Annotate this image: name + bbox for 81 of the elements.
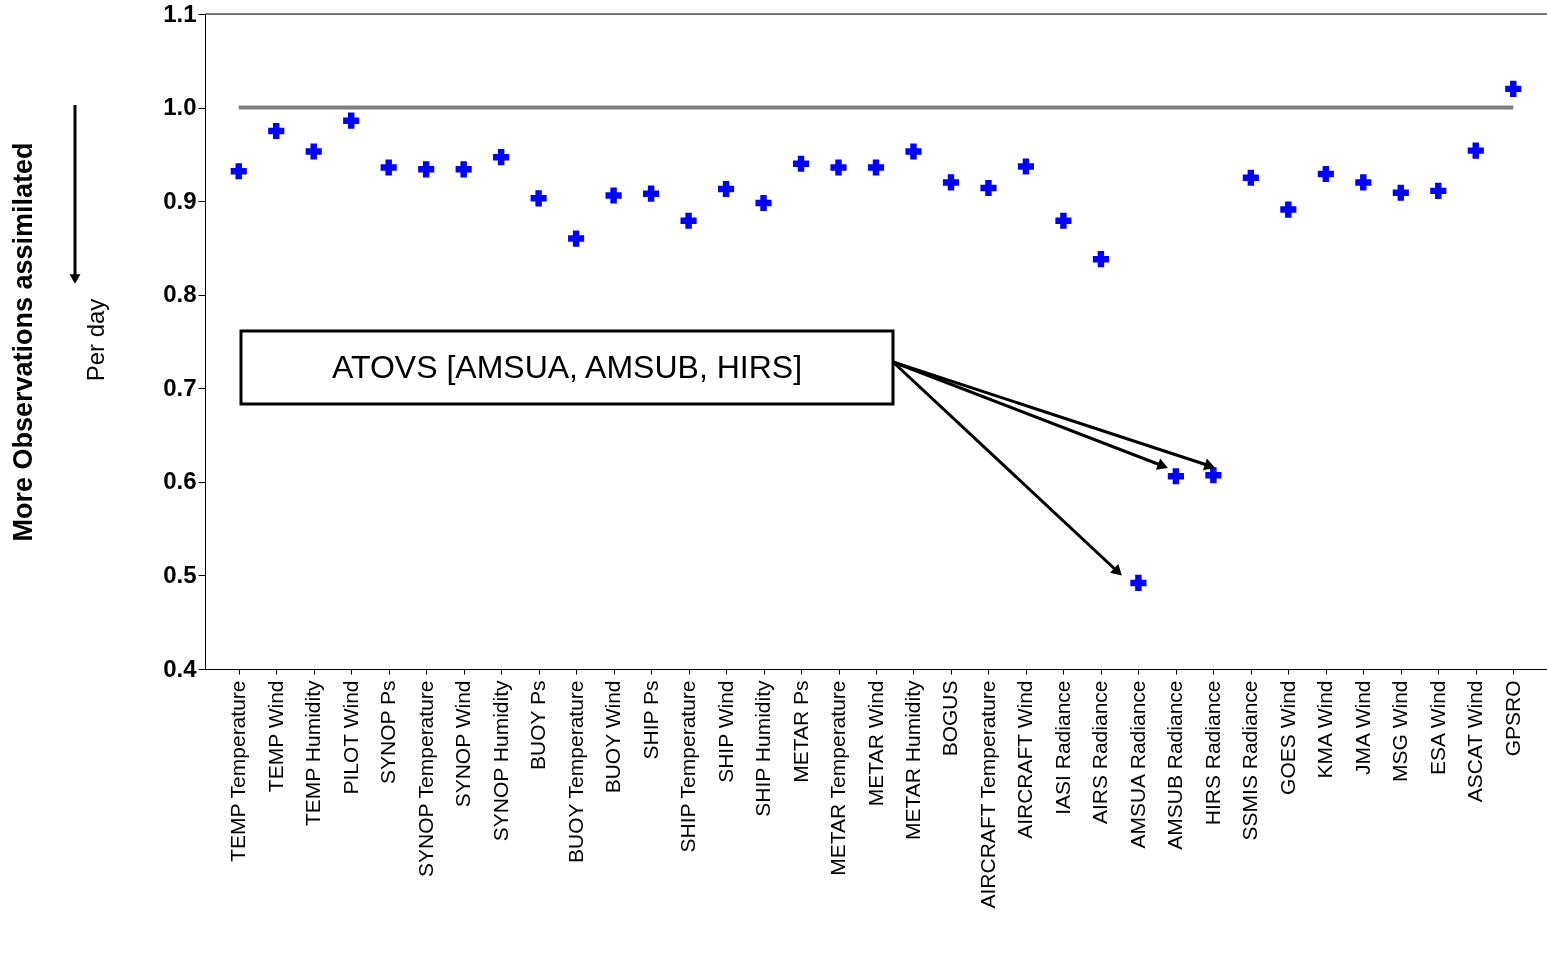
point xyxy=(1242,169,1259,186)
point xyxy=(305,143,322,160)
x-tick-label: METAR Wind xyxy=(863,680,887,807)
y-tick-label: 0.8 xyxy=(163,280,197,308)
point xyxy=(530,190,547,207)
x-tick-label: KMA Wind xyxy=(1313,680,1337,779)
x-tick-label: AMSUA Radiance xyxy=(1125,680,1149,849)
point xyxy=(568,230,585,247)
point xyxy=(643,185,660,202)
x-tick-label: SYNOP Temperature xyxy=(413,680,437,877)
point xyxy=(1092,251,1109,268)
x-tick-label: AIRCRAFT Temperature xyxy=(975,680,999,909)
point xyxy=(755,194,772,212)
x-tick-label: BUOY Ps xyxy=(526,680,550,770)
annotation: ATOVS [AMSUA, AMSUB, HIRS] xyxy=(331,349,803,385)
x-tick-label: TEMP Humidity xyxy=(301,680,325,826)
x-tick-label: SSMIS Radiance xyxy=(1238,680,1262,841)
x-tick-label: HIRS Radiance xyxy=(1200,680,1224,826)
y-tick-label: 0.5 xyxy=(163,560,197,588)
point xyxy=(867,159,885,176)
x-tick-label: METAR Humidity xyxy=(900,680,924,840)
point xyxy=(792,155,810,172)
point xyxy=(830,159,847,176)
y-axis-title: More Observations assimilated xyxy=(8,142,39,542)
point xyxy=(1017,158,1035,175)
point xyxy=(455,161,472,178)
point xyxy=(717,180,735,198)
point xyxy=(1130,574,1147,591)
x-tick-label: PILOT Wind xyxy=(338,680,362,795)
y-tick-label: 1.1 xyxy=(163,0,197,27)
text: Per day xyxy=(82,298,109,382)
point xyxy=(1167,468,1184,485)
x-tick-label: TEMP Temperature xyxy=(226,680,250,862)
point xyxy=(1355,174,1372,191)
x-tick-label: JMA Wind xyxy=(1350,680,1374,776)
point xyxy=(1055,212,1072,229)
x-tick-label: BUOY Wind xyxy=(601,680,625,794)
point xyxy=(268,122,285,140)
point xyxy=(1317,165,1334,183)
x-tick-label: MSG Wind xyxy=(1388,680,1412,783)
x-tick-label: ESA Wind xyxy=(1425,680,1449,776)
x-tick-label: GPSRO xyxy=(1500,680,1524,757)
point xyxy=(343,112,360,129)
point xyxy=(230,163,247,180)
point xyxy=(942,174,960,191)
x-tick-label: SYNOP Wind xyxy=(451,680,475,808)
point xyxy=(1467,142,1484,159)
point xyxy=(680,212,697,229)
point xyxy=(380,159,397,176)
y-tick-label: 0.9 xyxy=(163,186,197,214)
y-tick-label: 1.0 xyxy=(163,93,197,121)
x-tick-label: IASI Radiance xyxy=(1050,680,1074,815)
point xyxy=(605,187,622,204)
x-tick-label: AIRCRAFT Wind xyxy=(1013,680,1037,839)
x-tick-label: ASCAT Wind xyxy=(1463,680,1487,803)
point xyxy=(1430,182,1447,199)
y-tick-label: 0.7 xyxy=(163,373,197,401)
point xyxy=(905,143,922,160)
point xyxy=(493,149,510,166)
x-tick-label: SHIP Humidity xyxy=(751,680,775,817)
point xyxy=(1392,184,1409,201)
x-tick-label: SHIP Wind xyxy=(713,680,737,783)
x-tick-label: BOGUS xyxy=(938,680,962,757)
x-tick-label: SHIP Ps xyxy=(638,680,662,760)
x-tick-label: BUOY Temperature xyxy=(563,680,587,863)
point xyxy=(980,179,997,197)
x-tick-label: METAR Temperature xyxy=(826,680,850,876)
x-tick-label: SYNOP Humidity xyxy=(488,680,512,842)
x-tick-label: AIRS Radiance xyxy=(1088,680,1112,825)
x-tick-label: TEMP Wind xyxy=(263,680,287,793)
point xyxy=(1280,201,1297,218)
point xyxy=(1505,80,1522,97)
x-tick-label: SYNOP Ps xyxy=(376,680,400,784)
x-tick-label: GOES Wind xyxy=(1275,680,1299,795)
point xyxy=(1205,467,1222,484)
x-tick-label: SHIP Temperature xyxy=(676,680,700,853)
x-tick-label: METAR Ps xyxy=(788,680,812,783)
x-tick-label: AMSUB Radiance xyxy=(1163,680,1187,850)
point xyxy=(418,161,435,178)
y-tick-label: 0.6 xyxy=(163,467,197,495)
y-tick-label: 0.4 xyxy=(163,654,198,682)
